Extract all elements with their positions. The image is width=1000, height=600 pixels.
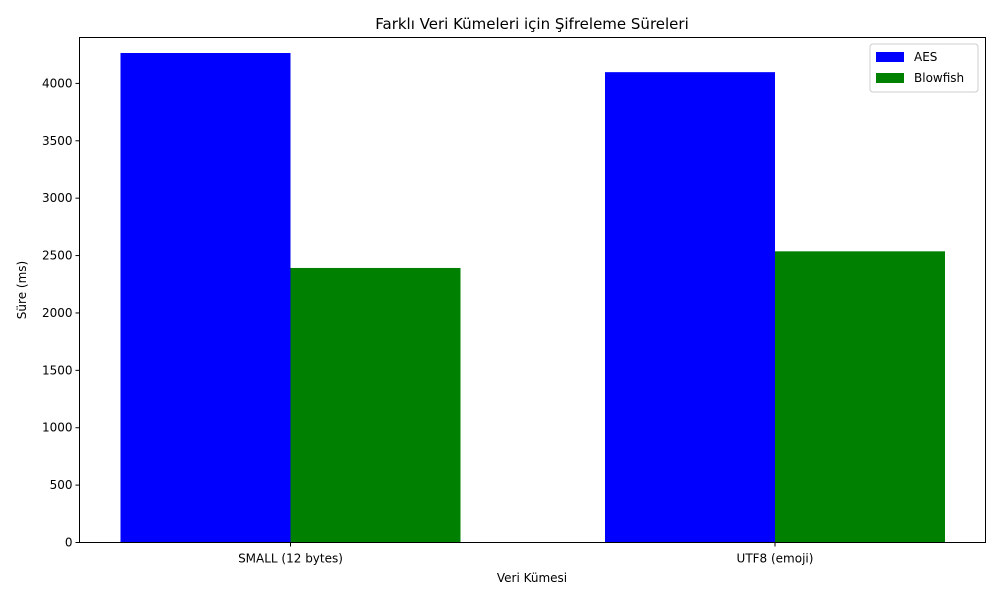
y-tick-label: 0 [65,536,73,550]
chart-title: Farklı Veri Kümeleri için Şifreleme Süre… [375,15,688,33]
y-tick-label: 3500 [42,134,73,148]
x-tick-label: SMALL (12 bytes) [238,552,343,566]
x-axis-label: Veri Kümesi [497,571,567,585]
y-tick-label: 4000 [42,76,73,90]
legend-swatch-blowfish [876,73,904,83]
y-tick-label: 3000 [42,191,73,205]
y-axis-ticks: 0 500 1000 1500 2000 2500 3000 3500 4000 [42,76,80,550]
legend-label-blowfish: Blowfish [914,71,964,85]
legend-label-aes: AES [914,50,937,64]
plot-frame [79,37,986,543]
y-tick-label: 2000 [42,306,73,320]
y-tick-label: 500 [50,478,73,492]
x-tick-label: UTF8 (emoji) [737,552,814,566]
x-axis-ticks: SMALL (12 bytes) UTF8 (emoji) [238,542,814,566]
y-tick-label: 1500 [42,363,73,377]
bar-aes-1 [120,52,291,543]
bar-blowfish-2 [775,251,945,543]
bar-aes-2 [605,72,775,543]
y-tick-label: 1000 [42,421,73,435]
bar-blowfish-1 [290,267,461,543]
bars-group [120,52,945,543]
y-axis-label: Süre (ms) [15,261,29,319]
legend: AES Blowfish [869,43,979,93]
legend-swatch-aes [876,52,904,62]
y-tick-label: 2500 [42,249,73,263]
